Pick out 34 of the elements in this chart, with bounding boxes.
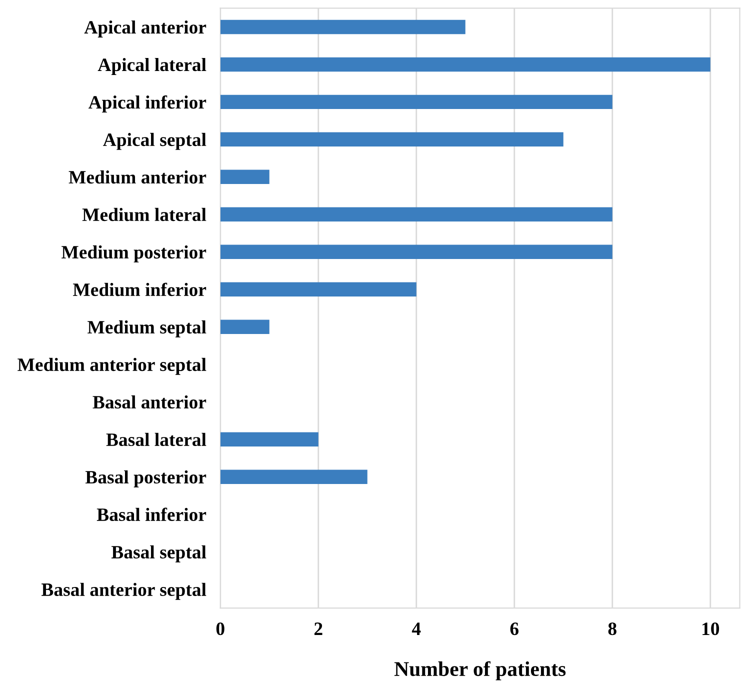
x-tick-label: 6 — [510, 622, 519, 636]
bar — [220, 57, 710, 72]
y-tick-label: Apical inferior — [88, 95, 206, 113]
y-tick-label: Medium septal — [88, 320, 206, 338]
y-tick-label: Basal anterior septal — [42, 582, 206, 600]
y-tick-label: Medium posterior — [62, 245, 206, 262]
y-tick-label: Apical anterior — [84, 20, 206, 38]
y-tick-label: Apical lateral — [98, 58, 206, 75]
bar — [220, 132, 564, 147]
y-tick-label: Medium anterior — [68, 170, 206, 184]
y-tick-label: Medium lateral — [82, 208, 206, 222]
bar — [220, 470, 368, 484]
x-tick-label: 2 — [314, 622, 322, 635]
y-tick-label: Basal lateral — [106, 432, 206, 446]
y-tick-label: Medium anterior septal — [18, 358, 206, 375]
x-tick-label: 10 — [702, 622, 720, 636]
x-tick-label: 4 — [412, 622, 421, 635]
y-tick-label: Basal posterior — [85, 470, 206, 488]
y-tick-label: Medium inferior — [72, 282, 206, 296]
bar — [220, 20, 466, 34]
bar — [220, 244, 612, 260]
bar — [220, 320, 270, 334]
y-tick-label: Basal anterior — [92, 395, 206, 409]
bar — [220, 207, 612, 222]
bar — [220, 282, 416, 297]
x-axis-title: Number of patients — [394, 661, 566, 680]
x-tick-label: 0 — [216, 622, 224, 636]
y-tick-label: Basal septal — [111, 545, 206, 562]
bar — [220, 432, 318, 446]
y-tick-label: Basal inferior — [96, 508, 206, 522]
x-tick-label: 8 — [608, 622, 616, 636]
bar — [220, 170, 270, 184]
bar — [220, 94, 612, 110]
y-tick-label: Apical septal — [103, 132, 206, 150]
